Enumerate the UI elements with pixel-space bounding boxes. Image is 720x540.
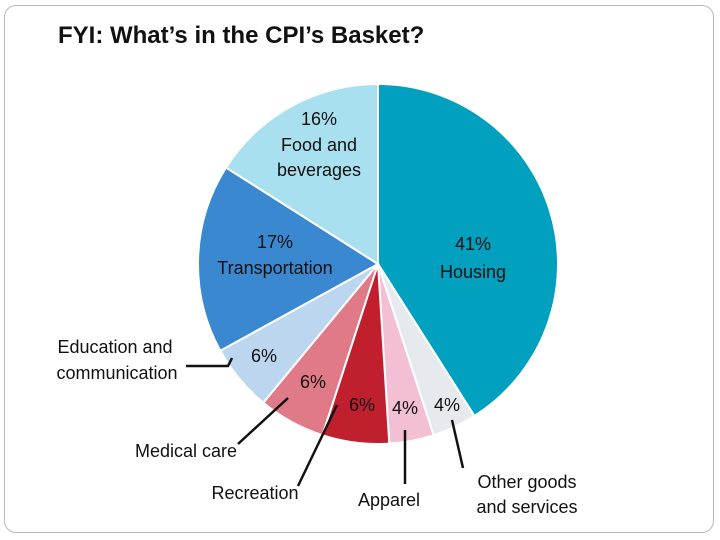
transportation-name-label: Transportation (217, 258, 332, 278)
leader-medical (237, 397, 289, 445)
chart-title: FYI: What’s in the CPI’s Basket? (58, 22, 425, 49)
food-name-line2: beverages (277, 160, 361, 180)
slice-food (224, 82, 379, 266)
other-name-line1: Other goods (477, 472, 576, 492)
pie-slices (197, 82, 559, 445)
other-percent-label: 4% (434, 395, 460, 415)
slide-frame (4, 5, 714, 533)
food-percent-label: 16% (301, 109, 337, 129)
apparel-percent-label: 4% (392, 398, 418, 418)
housing-name-label: Housing (440, 262, 506, 282)
leader-lines (186, 357, 465, 487)
education-name-line2: communication (56, 363, 177, 383)
slice-transportation (197, 166, 380, 353)
leader-recreation (296, 404, 339, 487)
leader-education (186, 357, 234, 368)
leader-other (450, 419, 465, 469)
recreation-name-label: Recreation (211, 483, 298, 503)
medical-percent-label: 6% (300, 372, 326, 392)
medical-name-label: Medical care (135, 441, 237, 461)
transportation-percent-label: 17% (257, 232, 293, 252)
education-name-line1: Education and (57, 337, 172, 357)
other-name-line2: and services (476, 497, 577, 517)
food-name-line1: Food and (281, 135, 357, 155)
education-percent-label: 6% (251, 346, 277, 366)
slice-housing (377, 82, 559, 418)
recreation-percent-label: 6% (349, 395, 375, 415)
apparel-name-label: Apparel (358, 490, 420, 510)
housing-percent-label: 41% (455, 234, 491, 254)
